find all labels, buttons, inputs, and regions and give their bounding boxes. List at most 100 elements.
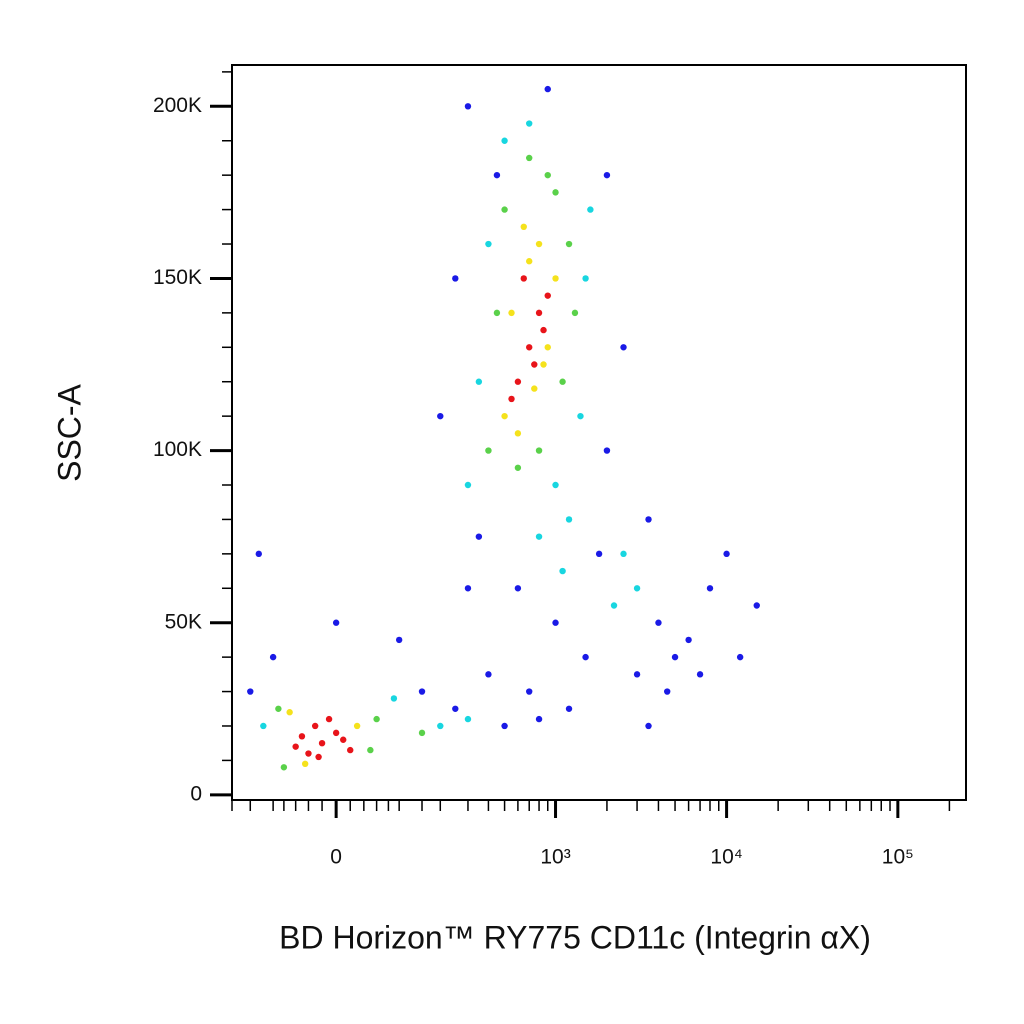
point [540,361,547,368]
point [552,481,559,489]
point [247,688,254,695]
point [353,722,361,730]
point [526,120,533,127]
point [464,715,472,723]
point [633,671,641,678]
point [520,275,527,282]
point [367,746,374,754]
point [437,412,444,420]
point [452,275,459,282]
point [418,688,426,695]
point [418,729,426,737]
x-tick-label: 10⁴ [710,846,742,869]
point [544,171,551,179]
point [301,760,309,768]
point [493,309,501,317]
point [305,750,312,757]
point [315,753,322,761]
point [535,240,543,248]
point [485,240,492,248]
point [514,430,522,437]
point [531,385,538,392]
point [373,715,380,723]
point [535,533,543,540]
point [565,705,573,712]
point [501,722,508,730]
x-axis-title: BD Horizon™ RY775 CD11c (Integrin αX) [279,919,871,955]
point [485,671,492,678]
y-tick-label: 200K [153,94,202,117]
y-axis-title: SSC-A [51,383,87,481]
point [620,550,627,558]
point [493,171,501,179]
point [526,154,533,162]
point [552,189,559,196]
point [723,550,730,558]
point [603,447,611,454]
point [501,206,508,213]
point [582,275,589,282]
point [395,636,403,644]
point [325,715,333,723]
point [526,344,533,351]
point [508,309,515,317]
point [535,715,543,723]
point [501,412,508,420]
point [255,550,262,558]
point [559,378,566,385]
point [464,481,472,489]
point [514,378,522,385]
y-tick-label: 100K [153,438,202,461]
point [332,619,340,626]
point [269,653,277,661]
point [664,688,671,695]
point [475,533,483,540]
point [437,722,444,730]
point [520,223,527,231]
point [645,516,652,523]
point [526,688,533,695]
point [696,671,704,678]
y-tick-label: 150K [153,266,202,289]
point [275,705,282,712]
point [340,736,347,743]
point [526,258,533,265]
point [685,636,692,644]
point [565,240,573,248]
point [540,326,547,334]
point [390,695,398,702]
y-tick-label: 0 [190,782,202,805]
point [464,585,472,592]
point [508,395,515,403]
point [544,344,551,351]
point [559,567,566,575]
point [571,309,579,317]
point [552,275,559,282]
point [552,619,559,626]
point [753,602,760,609]
point [286,709,293,716]
point [582,653,589,661]
point [332,729,340,737]
point [577,412,584,420]
point [671,653,679,661]
point [595,550,603,558]
point [514,464,522,471]
point [544,85,551,93]
plot-frame [231,64,967,801]
point [645,722,652,730]
point [655,619,662,626]
point [535,309,543,317]
point [260,722,267,730]
point [452,705,459,712]
point [475,378,483,385]
point [706,585,714,592]
point [587,206,594,213]
point [311,722,319,730]
point [603,171,611,179]
point [292,743,299,750]
point [298,733,306,740]
point [736,653,744,661]
x-tick-label: 10⁵ [882,846,914,869]
